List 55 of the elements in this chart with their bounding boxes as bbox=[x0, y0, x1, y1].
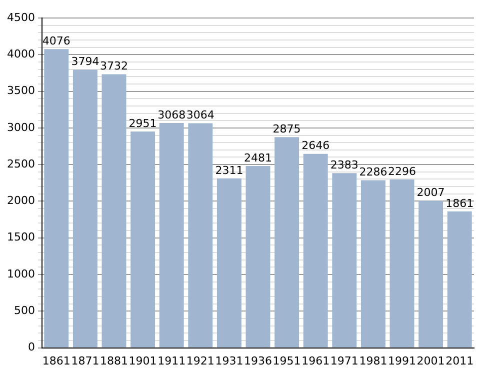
data-label: 3794 bbox=[71, 55, 100, 68]
x-tick-label: 2001 bbox=[416, 354, 445, 368]
x-tick-label: 1931 bbox=[215, 354, 244, 368]
y-tick-label: 500 bbox=[14, 304, 35, 318]
bar bbox=[447, 211, 472, 348]
x-tick-label: 1911 bbox=[158, 354, 186, 368]
bar bbox=[274, 137, 300, 348]
x-tick-label: 1861 bbox=[42, 354, 70, 368]
bar bbox=[246, 166, 270, 348]
bar bbox=[159, 122, 184, 348]
y-tick-label: 4500 bbox=[6, 10, 35, 24]
data-label: 1861 bbox=[446, 196, 474, 210]
data-label: 2875 bbox=[272, 122, 301, 136]
bar bbox=[360, 180, 386, 348]
y-tick-label: 4000 bbox=[6, 48, 35, 61]
x-tick-label: 1881 bbox=[100, 354, 128, 368]
bar bbox=[72, 70, 98, 348]
y-tick-label: 3000 bbox=[6, 120, 35, 134]
x-tick-label: 1936 bbox=[244, 354, 272, 368]
x-tick-label: 1871 bbox=[71, 354, 100, 368]
data-label: 2481 bbox=[244, 151, 272, 164]
x-tick-label: 1961 bbox=[302, 354, 330, 368]
data-label: 2311 bbox=[215, 164, 244, 177]
data-label: 2383 bbox=[330, 158, 358, 172]
x-tick-label: 1901 bbox=[128, 354, 157, 368]
data-label: 4076 bbox=[42, 34, 70, 48]
data-label: 3064 bbox=[186, 108, 214, 122]
y-tick-label: 2000 bbox=[6, 194, 35, 208]
x-tick-label: 1981 bbox=[359, 354, 388, 368]
y-tick-label: 2500 bbox=[6, 157, 35, 170]
bar bbox=[418, 200, 444, 348]
bar bbox=[188, 123, 213, 348]
y-tick-label: 1500 bbox=[6, 230, 35, 244]
data-label: 2951 bbox=[128, 116, 157, 130]
data-label: 2286 bbox=[359, 166, 388, 179]
x-tick-label: 2011 bbox=[446, 354, 474, 368]
data-label: 3068 bbox=[158, 108, 186, 122]
bar bbox=[332, 173, 357, 348]
bar bbox=[303, 154, 328, 348]
bar bbox=[390, 180, 414, 348]
y-tick-label: 3500 bbox=[6, 84, 35, 98]
bar bbox=[44, 49, 69, 348]
y-tick-label: 0 bbox=[28, 340, 35, 354]
x-tick-label: 1991 bbox=[388, 354, 416, 368]
x-tick-label: 1921 bbox=[186, 354, 214, 368]
bar bbox=[102, 74, 126, 348]
data-label: 2646 bbox=[302, 139, 330, 152]
x-tick-label: 1971 bbox=[330, 354, 358, 368]
bar bbox=[130, 132, 156, 348]
bar bbox=[216, 178, 242, 348]
data-label: 3732 bbox=[100, 60, 128, 73]
data-label: 2007 bbox=[416, 186, 445, 200]
x-tick-label: 1951 bbox=[272, 354, 301, 368]
data-label: 2296 bbox=[388, 164, 416, 178]
y-tick-label: 1000 bbox=[6, 267, 35, 280]
